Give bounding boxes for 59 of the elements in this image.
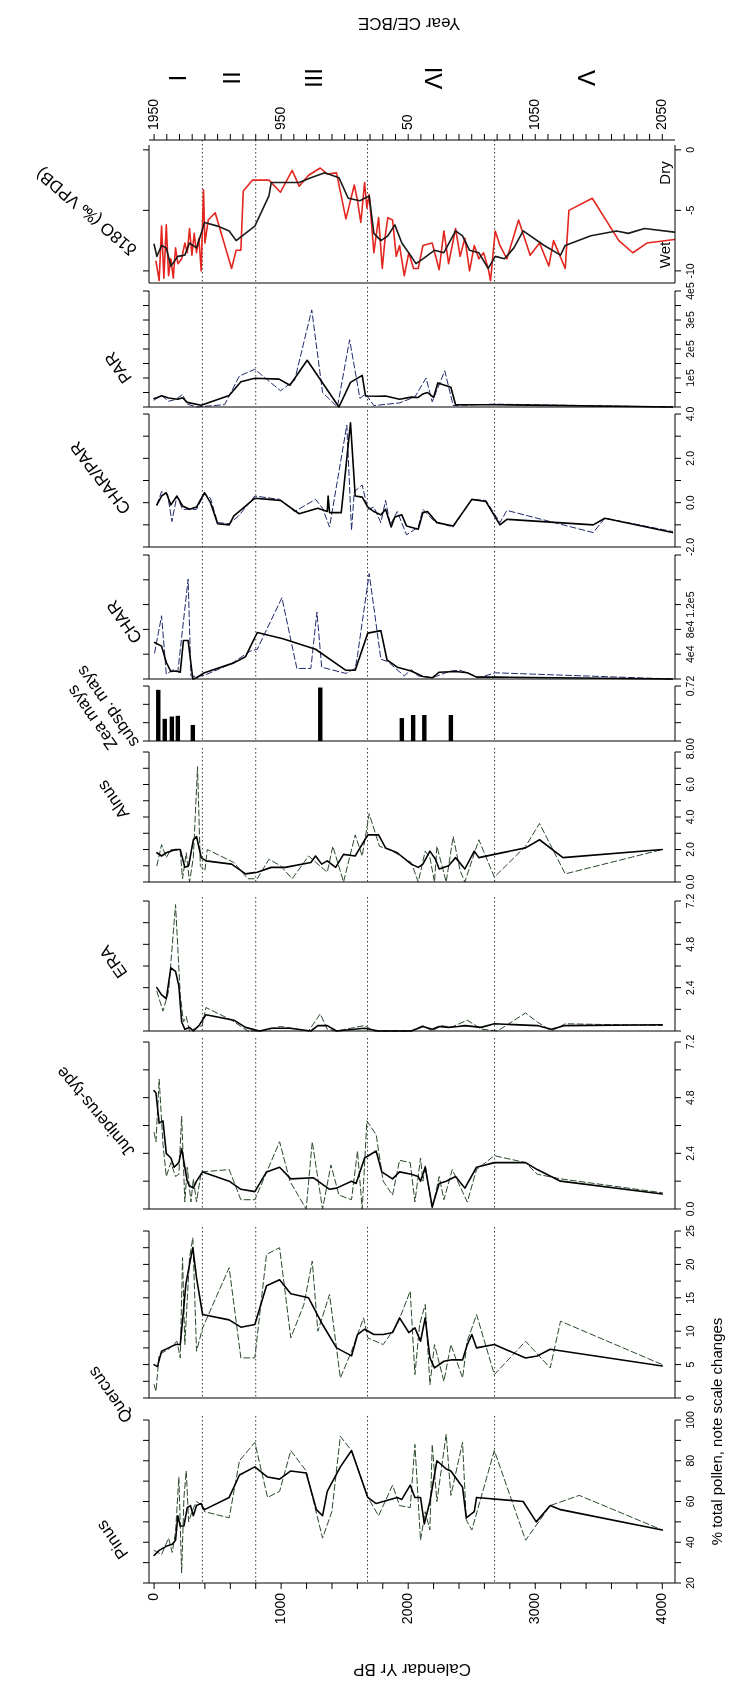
y-tick-label: 25 <box>683 1225 696 1237</box>
y-tick-label: 1.2e5 <box>683 591 696 618</box>
text: IV <box>419 66 447 90</box>
y-tick-label: 100 <box>683 1411 696 1429</box>
y-tick-label: 0 <box>683 1394 696 1401</box>
y-tick-label: 20 <box>683 1258 696 1271</box>
y-tick-label: 7.2 <box>683 1034 696 1050</box>
y-tick-label: 10 <box>683 1325 696 1338</box>
annotation: Dry <box>655 160 673 185</box>
text: III <box>300 67 328 89</box>
y-tick-label: 2.0 <box>683 450 696 466</box>
annotation: Wet <box>655 240 673 269</box>
y-tick-label: 2e5 <box>683 340 696 358</box>
x2-tick-label: 950 <box>271 106 288 130</box>
text: II <box>217 71 245 85</box>
y-tick-label: 40 <box>683 1536 696 1549</box>
x-axis-title: Calendar Yr BP <box>353 1659 471 1679</box>
y-tick-label: -5 <box>683 205 696 216</box>
y-tick-label: 7.2 <box>683 893 696 909</box>
x2-tick-label: 1950 <box>144 98 161 130</box>
y-tick-label: 4.8 <box>683 936 696 952</box>
y-tick-label: 0.72 <box>683 675 696 697</box>
y-tick-label: 4e5 <box>683 282 696 300</box>
y-tick-label: 5 <box>683 1361 696 1368</box>
x-tick-label: 1000 <box>271 1592 288 1625</box>
y-tick-label: 6.0 <box>683 777 696 792</box>
y-tick-label: 2.0 <box>683 842 696 857</box>
x2-tick-label: 50 <box>398 114 415 130</box>
y-tick-label: 0 <box>683 737 696 744</box>
x2-tick-label: 2050 <box>653 98 669 130</box>
x-tick-label: 2000 <box>398 1592 415 1625</box>
x2-tick-label: 1050 <box>525 98 542 130</box>
y-tick-label: 4.0 <box>683 406 696 422</box>
y-tick-label: 3e5 <box>683 311 696 329</box>
y-tick-label: 2.4 <box>683 980 696 995</box>
y-tick-label: 8e4 <box>683 620 696 639</box>
y-tick-label: 20 <box>683 1577 696 1589</box>
y-tick-label: 1e5 <box>683 369 696 387</box>
x-tick-label: 4000 <box>653 1592 669 1625</box>
x-tick-label: 3000 <box>525 1592 542 1625</box>
y-tick-label: 80 <box>683 1454 696 1467</box>
y-tick-label: 4.0 <box>683 809 696 825</box>
x-tick-label: 0 <box>144 1592 161 1601</box>
y-tick-label: -2.0 <box>683 537 696 557</box>
y-tick-label: 0.0 <box>683 874 696 890</box>
y-tick-label: 2.4 <box>683 1145 696 1161</box>
y-tick-label: 0 <box>683 146 696 153</box>
x2-axis-title: Year CE/BCE <box>357 13 461 33</box>
y-tick-label: 60 <box>683 1495 696 1508</box>
text: I <box>164 74 192 82</box>
y-tick-label: 15 <box>683 1291 696 1304</box>
y-tick-label: -10 <box>683 263 696 279</box>
y-tick-label: 0.0 <box>683 495 696 510</box>
y-tick-label: 8.0 <box>683 744 696 760</box>
y-tick-label: 4.8 <box>683 1090 696 1105</box>
y-tick-label: 0.0 <box>683 1201 696 1217</box>
y-tick-label: 4e4 <box>683 645 696 663</box>
text: V <box>573 69 601 87</box>
y-axis-title: % total pollen, note scale changes <box>707 1317 725 1546</box>
